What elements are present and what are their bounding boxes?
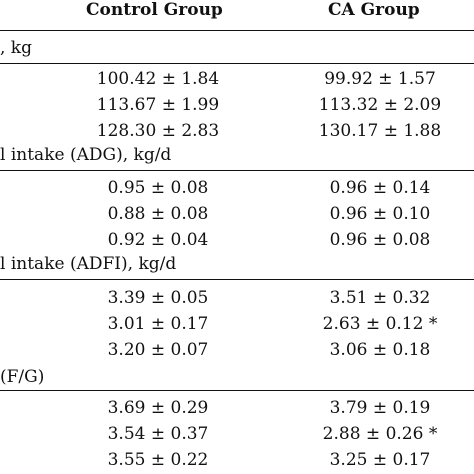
cell-control: 100.42 ± 1.84	[96, 69, 220, 89]
cell-control: 3.39 ± 0.05	[107, 288, 209, 308]
cell-ca: 113.32 ± 2.09	[318, 95, 442, 115]
cell-ca: 0.96 ± 0.14	[329, 178, 431, 198]
cell-ca: 3.79 ± 0.19	[329, 398, 431, 418]
cell-control: 3.69 ± 0.29	[107, 398, 209, 418]
section-rule	[0, 279, 474, 280]
cell-ca: 3.51 ± 0.32	[329, 288, 431, 308]
cell-ca: 3.06 ± 0.18	[329, 340, 431, 360]
cell-control: 0.88 ± 0.08	[107, 204, 209, 224]
cell-control: 0.92 ± 0.04	[107, 230, 209, 250]
cell-control: 128.30 ± 2.83	[96, 121, 220, 141]
section-rule	[0, 63, 474, 64]
cell-control: 113.67 ± 1.99	[96, 95, 220, 115]
section-rule	[0, 170, 474, 171]
cell-control: 0.95 ± 0.08	[107, 178, 209, 198]
section-label-weight: , kg	[0, 38, 32, 58]
cell-ca: 0.96 ± 0.10	[329, 204, 431, 224]
cell-ca: 99.92 ± 1.57	[324, 69, 436, 89]
section-rule	[0, 390, 474, 391]
cell-control: 3.54 ± 0.37	[107, 424, 209, 444]
cell-control: 3.01 ± 0.17	[107, 314, 209, 334]
header-rule	[0, 30, 474, 31]
section-label-fg: (F/G)	[0, 367, 45, 387]
cell-ca: 0.96 ± 0.08	[329, 230, 431, 250]
cell-ca: 2.88 ± 0.26 *	[322, 424, 438, 444]
cell-ca: 130.17 ± 1.88	[318, 121, 442, 141]
header-control-group: Control Group	[86, 0, 223, 20]
cell-ca: 2.63 ± 0.12 *	[322, 314, 438, 334]
cell-control: 3.55 ± 0.22	[107, 450, 209, 470]
cell-control: 3.20 ± 0.07	[107, 340, 209, 360]
section-label-adg: l intake (ADG), kg/d	[0, 145, 172, 165]
section-label-adfi: l intake (ADFI), kg/d	[0, 254, 177, 274]
header-ca-group: CA Group	[328, 0, 420, 20]
cell-ca: 3.25 ± 0.17	[329, 450, 431, 470]
